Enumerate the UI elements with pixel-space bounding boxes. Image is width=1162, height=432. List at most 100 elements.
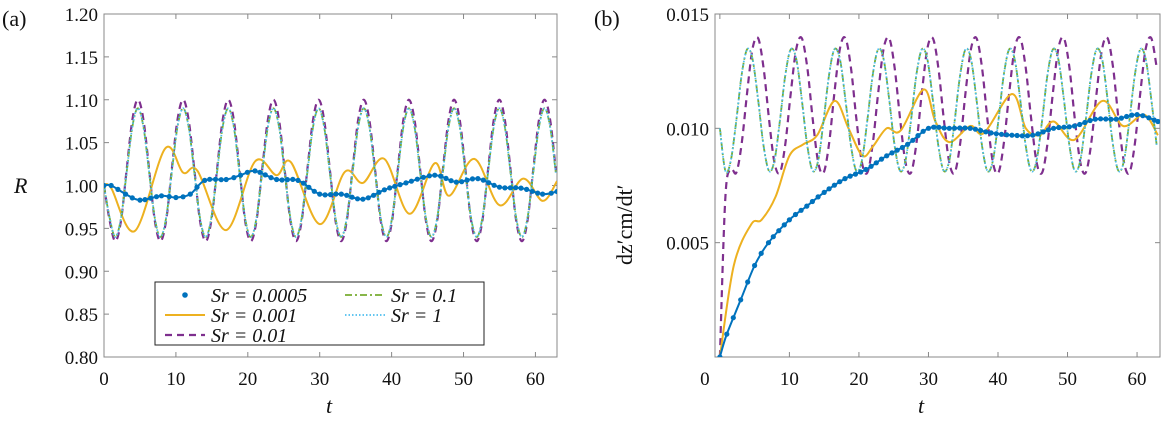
data-marker — [327, 192, 334, 198]
data-marker — [202, 177, 208, 183]
data-marker — [123, 191, 129, 197]
data-marker — [432, 172, 438, 178]
data-marker — [387, 185, 393, 191]
data-marker — [244, 169, 250, 175]
y-tick-label: 0.95 — [65, 219, 98, 240]
x-tick-label: 60 — [1128, 369, 1147, 390]
data-marker — [1082, 119, 1088, 126]
data-marker — [268, 175, 274, 181]
data-marker — [899, 144, 906, 151]
data-marker — [108, 182, 114, 189]
data-marker — [218, 177, 224, 183]
y-tick-label: 1.00 — [65, 177, 98, 198]
data-marker — [758, 250, 764, 256]
y-tick-label: 0.010 — [666, 119, 709, 140]
data-marker — [180, 194, 186, 200]
data-marker — [290, 176, 296, 182]
data-marker — [513, 185, 519, 191]
data-marker — [381, 187, 387, 193]
data-marker — [548, 190, 554, 196]
data-marker — [365, 195, 371, 201]
data-marker — [480, 177, 486, 183]
x-tick-label: 20 — [238, 369, 257, 390]
data-marker — [837, 179, 843, 185]
y-tick-label: 0.90 — [65, 262, 98, 283]
data-marker — [317, 191, 323, 197]
x-tick-label: 30 — [310, 369, 329, 390]
data-marker — [1118, 115, 1124, 121]
data-marker — [529, 188, 535, 194]
data-marker — [792, 211, 799, 218]
data-marker — [252, 168, 258, 174]
data-marker — [1108, 116, 1114, 122]
data-marker — [821, 189, 827, 195]
data-marker — [1040, 129, 1046, 135]
data-marker — [426, 173, 432, 179]
y-tick-label: 0.005 — [666, 234, 709, 255]
data-marker — [1155, 118, 1160, 125]
panel-b: (b) dz′cm/dt′ t 0 10 20 30 40 50 60 0.005 0.010 0… — [594, 5, 1161, 418]
x-tick-label: 60 — [526, 369, 545, 390]
data-marker — [967, 125, 973, 131]
data-marker — [295, 177, 301, 183]
data-marker — [403, 180, 409, 186]
data-marker — [158, 193, 165, 199]
data-marker — [920, 128, 926, 134]
data-marker — [142, 197, 148, 203]
data-marker — [137, 197, 143, 203]
data-marker — [507, 185, 513, 191]
legend-item: Sr = 1 — [345, 305, 442, 327]
plot-area — [104, 98, 557, 243]
data-marker — [852, 171, 859, 177]
series-line-sr-0-1 — [719, 47, 1158, 174]
data-marker — [491, 182, 497, 188]
data-marker — [1071, 123, 1078, 129]
data-marker — [842, 176, 848, 182]
data-marker — [776, 228, 782, 234]
data-marker — [231, 175, 237, 181]
x-tick-label: 0 — [700, 369, 710, 390]
data-marker — [878, 156, 885, 162]
data-marker — [469, 176, 476, 182]
data-marker — [983, 129, 989, 135]
data-marker — [962, 125, 968, 131]
data-marker — [518, 185, 524, 191]
legend-item: Sr = 0.001 — [165, 305, 297, 327]
data-marker — [1019, 133, 1025, 139]
data-marker — [770, 234, 776, 240]
data-marker — [349, 194, 355, 200]
legend-box — [154, 281, 485, 346]
x-tick-label: 40 — [382, 369, 401, 390]
data-marker — [371, 192, 377, 198]
data-marker — [212, 176, 219, 182]
x-tick-label: 30 — [919, 369, 938, 390]
data-marker — [486, 180, 492, 186]
data-marker — [397, 182, 403, 188]
data-marker — [274, 176, 280, 183]
data-marker — [104, 182, 107, 189]
data-marker — [1014, 132, 1020, 139]
data-marker — [910, 137, 916, 143]
x-tick-label: 10 — [780, 369, 799, 390]
data-marker — [925, 125, 932, 131]
data-marker — [464, 177, 470, 183]
data-marker — [535, 190, 541, 196]
y-tick-label: 1.15 — [65, 48, 98, 69]
data-marker — [554, 188, 557, 195]
data-marker — [338, 191, 344, 197]
data-marker — [360, 196, 366, 202]
data-marker — [752, 262, 758, 269]
data-marker — [475, 176, 481, 182]
data-marker — [1045, 127, 1051, 133]
data-marker — [781, 222, 787, 228]
data-marker — [978, 127, 984, 134]
x-tick-label: 50 — [1058, 369, 1077, 390]
panel-label-a: (a) — [2, 6, 26, 31]
data-marker — [804, 203, 810, 209]
panel-a: (a) R t 0 10 20 30 40 50 60 0.80 0.85 0.90 0.95 1.0… — [2, 5, 558, 418]
data-marker — [717, 354, 723, 357]
data-marker — [1087, 117, 1093, 124]
data-marker — [946, 125, 952, 131]
